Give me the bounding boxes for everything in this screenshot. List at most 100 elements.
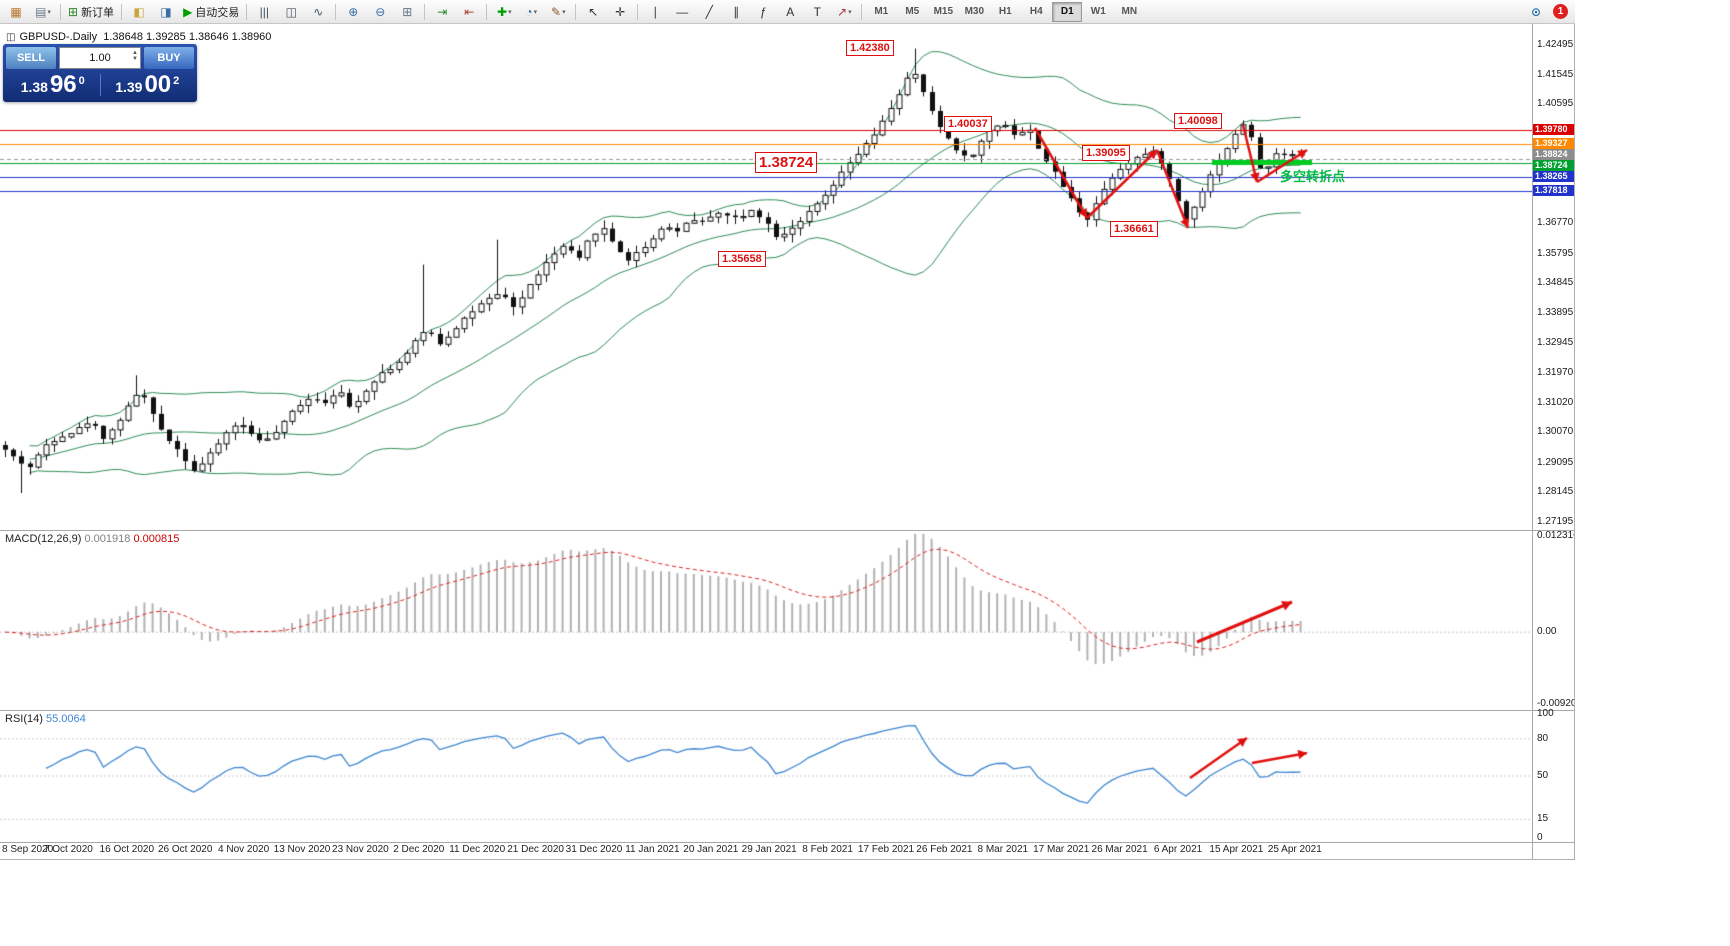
new-chart-button[interactable]: ▦ (3, 1, 29, 23)
zoom-in-button[interactable]: ⊕ (340, 1, 366, 23)
turning-point-label: 多空转折点 (1280, 169, 1346, 184)
date-label: 7 Oct 2020 (43, 844, 93, 855)
market-watch-button[interactable]: ◧ (126, 1, 152, 23)
navigator-button[interactable]: ◨ (153, 1, 179, 23)
price-axis-label: 1.34845 (1537, 277, 1574, 289)
symbol-title: GBPUSD-.Daily (19, 31, 98, 43)
date-label: 16 Oct 2020 (99, 844, 155, 855)
line-chart-mode-icon: ∿ (313, 4, 324, 19)
caret-down-icon: ▾ (508, 8, 512, 16)
price-axis-label: 1.31020 (1537, 396, 1574, 408)
rsi-label: RSI(14) 55.0064 (5, 713, 86, 725)
timeframe-button-w1[interactable]: W1 (1090, 6, 1106, 17)
volume-input[interactable]: 1.00 ▲ ▼ (59, 47, 141, 69)
chart-shift-button[interactable]: ⇤ (456, 1, 482, 23)
spinner-up-icon[interactable]: ▲ (132, 50, 138, 56)
crosshair-button[interactable]: ✛ (607, 1, 633, 23)
tile-windows-button[interactable]: ⊞ (394, 1, 420, 23)
trendline-button[interactable]: ╱ (696, 1, 722, 23)
chart-caption: ◫ GBPUSD-.Daily 1.38648 1.39285 1.38646 1… (6, 31, 271, 43)
timeframe-button-m15[interactable]: M15 (933, 6, 954, 17)
auto-trading-button[interactable]: ▶ 自动交易 (180, 1, 242, 23)
auto-scroll-icon: ⇥ (437, 4, 448, 19)
date-label: 2 Dec 2020 (393, 844, 445, 855)
spinner-down-icon[interactable]: ▼ (132, 56, 138, 62)
timeframe-button-h1[interactable]: H1 (998, 6, 1012, 17)
toolbar-separator (121, 3, 123, 20)
zoom-out-button[interactable]: ⊖ (367, 1, 393, 23)
price-tag: 1.38724 (1533, 160, 1574, 172)
text-label-button[interactable]: T (804, 1, 830, 23)
toolbar-separator (637, 3, 639, 20)
price-tag: 1.39780 (1533, 124, 1574, 136)
market-watch-icon: ◧ (133, 4, 145, 19)
vertical-line-button[interactable]: ∣ (642, 1, 668, 23)
price-tag: 1.37818 (1533, 185, 1574, 197)
volume-spinner[interactable]: ▲ ▼ (132, 50, 138, 62)
buy-price-base: 1.39 (115, 78, 143, 95)
auto-scroll-button[interactable]: ⇥ (429, 1, 455, 23)
caret-down-icon: ▾ (562, 8, 566, 16)
chart-window[interactable]: ◫ GBPUSD-.Daily 1.38648 1.39285 1.38646 1… (0, 24, 1575, 860)
timeframe-button-m30[interactable]: M30 (964, 6, 985, 17)
date-label: 17 Feb 2021 (857, 844, 915, 855)
date-label: 23 Nov 2020 (332, 844, 389, 855)
horizontal-line-icon: ― (676, 4, 689, 19)
timeframe-button-m1[interactable]: M1 (874, 6, 889, 17)
timeframe-button-d1[interactable]: D1 (1052, 1, 1083, 22)
one-click-trading-panel: SELL 1.00 ▲ ▼ BUY 1.38 96 0 1.39 00 2 (3, 44, 197, 102)
periods-button[interactable]: ◔ ▾ (518, 1, 544, 23)
price-axis-label: 1.35795 (1537, 247, 1574, 259)
price-tag: 1.39327 (1533, 138, 1574, 150)
equidistant-channel-button[interactable]: ∥ (723, 1, 749, 23)
candlestick-mode-button[interactable]: ◫ (278, 1, 304, 23)
cursor-button[interactable]: ↖ (580, 1, 606, 23)
new-order-label: 新订单 (81, 6, 115, 19)
date-label: 21 Dec 2020 (507, 844, 564, 855)
volume-value: 1.00 (89, 52, 111, 64)
indicators-button[interactable]: ✚ ▾ (491, 1, 517, 23)
price-axis-label: 1.36770 (1537, 217, 1574, 229)
chart-canvas[interactable] (0, 24, 1532, 859)
date-label: 6 Apr 2021 (1153, 844, 1203, 855)
panel-separator[interactable] (0, 710, 1574, 711)
fibonacci-button[interactable]: ƒ (750, 1, 776, 23)
macd-value: 0.001918 (84, 533, 131, 545)
date-label: 11 Jan 2021 (625, 844, 680, 855)
date-label: 25 Apr 2021 (1267, 844, 1322, 855)
templates-button[interactable]: ✎ ▾ (545, 1, 571, 23)
buy-button[interactable]: BUY (144, 47, 194, 69)
date-label: 17 Mar 2021 (1033, 844, 1090, 855)
price-axis-label: 1.33895 (1537, 307, 1574, 319)
sell-button[interactable]: SELL (6, 47, 56, 69)
bar-chart-mode-icon: ||| (259, 4, 269, 19)
buy-price: 1.39 00 2 (101, 72, 195, 97)
templates-icon: ✎ (551, 4, 562, 19)
buy-price-frac: 2 (173, 74, 180, 87)
vertical-line-icon: ∣ (652, 4, 659, 19)
rsi-name: RSI(14) (5, 713, 43, 725)
timeframe-button-h4[interactable]: H4 (1029, 6, 1043, 17)
text-icon: A (786, 4, 795, 19)
date-label: 4 Nov 2020 (218, 844, 270, 855)
panel-separator[interactable] (0, 530, 1574, 531)
date-label: 26 Mar 2021 (1091, 844, 1148, 855)
timeframe-button-m5[interactable]: M5 (905, 6, 920, 17)
timeframe-button-mn[interactable]: MN (1121, 6, 1138, 17)
horizontal-line-button[interactable]: ― (669, 1, 695, 23)
price-annotation: 1.40037 (944, 116, 992, 132)
arrows-tool-button[interactable]: ↗ ▾ (831, 1, 857, 23)
price-axis-label: 1.32945 (1537, 336, 1574, 348)
bar-chart-mode-button[interactable]: ||| (251, 1, 277, 23)
panel-separator[interactable] (0, 842, 1574, 843)
candlestick-mode-icon: ◫ (285, 4, 297, 19)
price-annotation: 1.38724 (755, 152, 818, 173)
line-chart-mode-button[interactable]: ∿ (305, 1, 331, 23)
new-order-button[interactable]: ⊞ 新订单 (65, 1, 117, 23)
search-icon[interactable]: ⊙ (1530, 4, 1542, 19)
profiles-button[interactable]: ▤ ▾ (30, 1, 56, 23)
rsi-axis-label: 100 (1537, 708, 1554, 719)
text-button[interactable]: A (777, 1, 803, 23)
chart-shift-icon: ⇤ (464, 4, 475, 19)
notification-badge[interactable]: 1 (1553, 4, 1568, 19)
